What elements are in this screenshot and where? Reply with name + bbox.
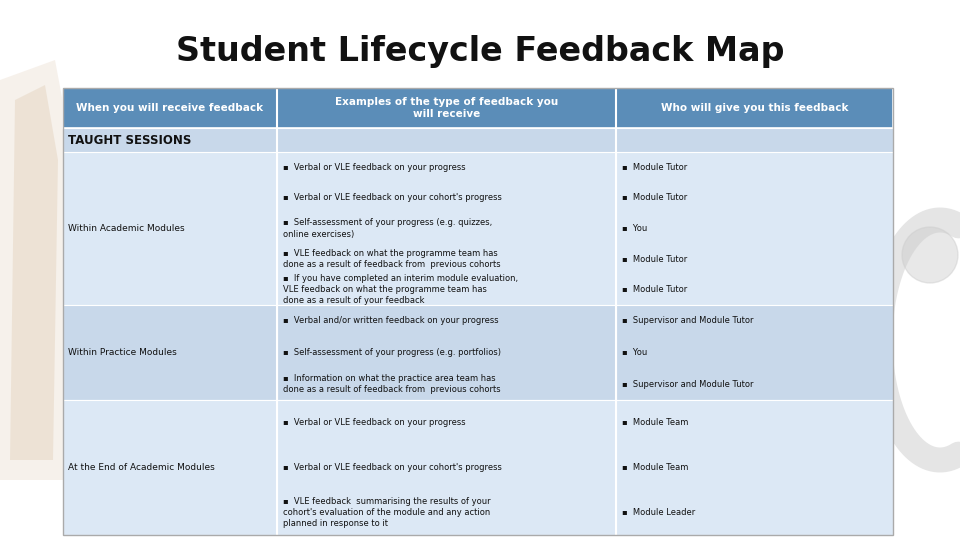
Text: When you will receive feedback: When you will receive feedback — [77, 103, 264, 113]
Text: ▪  Module Leader: ▪ Module Leader — [622, 508, 695, 517]
Text: ▪  Verbal or VLE feedback on your cohort's progress: ▪ Verbal or VLE feedback on your cohort'… — [283, 463, 502, 472]
Polygon shape — [10, 85, 58, 460]
Text: ▪  You: ▪ You — [622, 348, 647, 357]
Bar — [616, 88, 893, 128]
Bar — [63, 305, 277, 400]
Text: ▪  Module Tutor: ▪ Module Tutor — [622, 163, 687, 172]
Text: Who will give you this feedback: Who will give you this feedback — [660, 103, 849, 113]
Text: ▪  You: ▪ You — [622, 224, 647, 233]
Bar — [616, 152, 893, 305]
Bar — [616, 400, 893, 535]
Text: TAUGHT SESSIONS: TAUGHT SESSIONS — [68, 133, 191, 146]
Text: ▪  Supervisor and Module Tutor: ▪ Supervisor and Module Tutor — [622, 380, 754, 389]
Bar — [63, 88, 277, 128]
Circle shape — [902, 227, 958, 283]
Text: ▪  Verbal or VLE feedback on your progress: ▪ Verbal or VLE feedback on your progres… — [283, 163, 466, 172]
Bar — [63, 128, 893, 152]
Text: ▪  VLE feedback  summarising the results of your
cohort's evaluation of the modu: ▪ VLE feedback summarising the results o… — [283, 497, 491, 528]
Text: ▪  If you have completed an interim module evaluation,
VLE feedback on what the : ▪ If you have completed an interim modul… — [283, 274, 518, 305]
Text: ▪  Module Tutor: ▪ Module Tutor — [622, 193, 687, 202]
Bar — [277, 305, 616, 400]
Text: ▪  Module Team: ▪ Module Team — [622, 463, 688, 472]
Text: ▪  Module Tutor: ▪ Module Tutor — [622, 254, 687, 264]
Text: Examples of the type of feedback you
will receive: Examples of the type of feedback you wil… — [335, 97, 558, 119]
Bar — [277, 400, 616, 535]
Bar — [277, 152, 616, 305]
Text: Student Lifecycle Feedback Map: Student Lifecycle Feedback Map — [176, 36, 784, 69]
Text: At the End of Academic Modules: At the End of Academic Modules — [68, 463, 215, 472]
Bar — [63, 88, 893, 535]
Bar — [63, 400, 277, 535]
Text: ▪  Module Tutor: ▪ Module Tutor — [622, 285, 687, 294]
Text: Within Practice Modules: Within Practice Modules — [68, 348, 177, 357]
Text: ▪  Self-assessment of your progress (e.g. portfolios): ▪ Self-assessment of your progress (e.g.… — [283, 348, 501, 357]
Polygon shape — [0, 60, 70, 480]
Bar — [63, 152, 277, 305]
Text: ▪  Verbal or VLE feedback on your progress: ▪ Verbal or VLE feedback on your progres… — [283, 418, 466, 427]
Text: ▪  Verbal or VLE feedback on your cohort's progress: ▪ Verbal or VLE feedback on your cohort'… — [283, 193, 502, 202]
Bar — [616, 305, 893, 400]
Text: ▪  Module Team: ▪ Module Team — [622, 418, 688, 427]
Text: ▪  VLE feedback on what the programme team has
done as a result of feedback from: ▪ VLE feedback on what the programme tea… — [283, 249, 500, 269]
Text: ▪  Information on what the practice area team has
done as a result of feedback f: ▪ Information on what the practice area … — [283, 374, 500, 394]
Text: ▪  Self-assessment of your progress (e.g. quizzes,
online exercises): ▪ Self-assessment of your progress (e.g.… — [283, 219, 492, 239]
Text: ▪  Supervisor and Module Tutor: ▪ Supervisor and Module Tutor — [622, 316, 754, 325]
Text: Within Academic Modules: Within Academic Modules — [68, 224, 184, 233]
Text: ▪  Verbal and/or written feedback on your progress: ▪ Verbal and/or written feedback on your… — [283, 316, 498, 325]
Bar — [277, 88, 616, 128]
